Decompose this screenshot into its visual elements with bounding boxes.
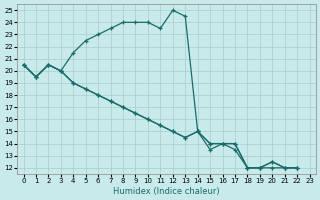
X-axis label: Humidex (Indice chaleur): Humidex (Indice chaleur)	[113, 187, 220, 196]
